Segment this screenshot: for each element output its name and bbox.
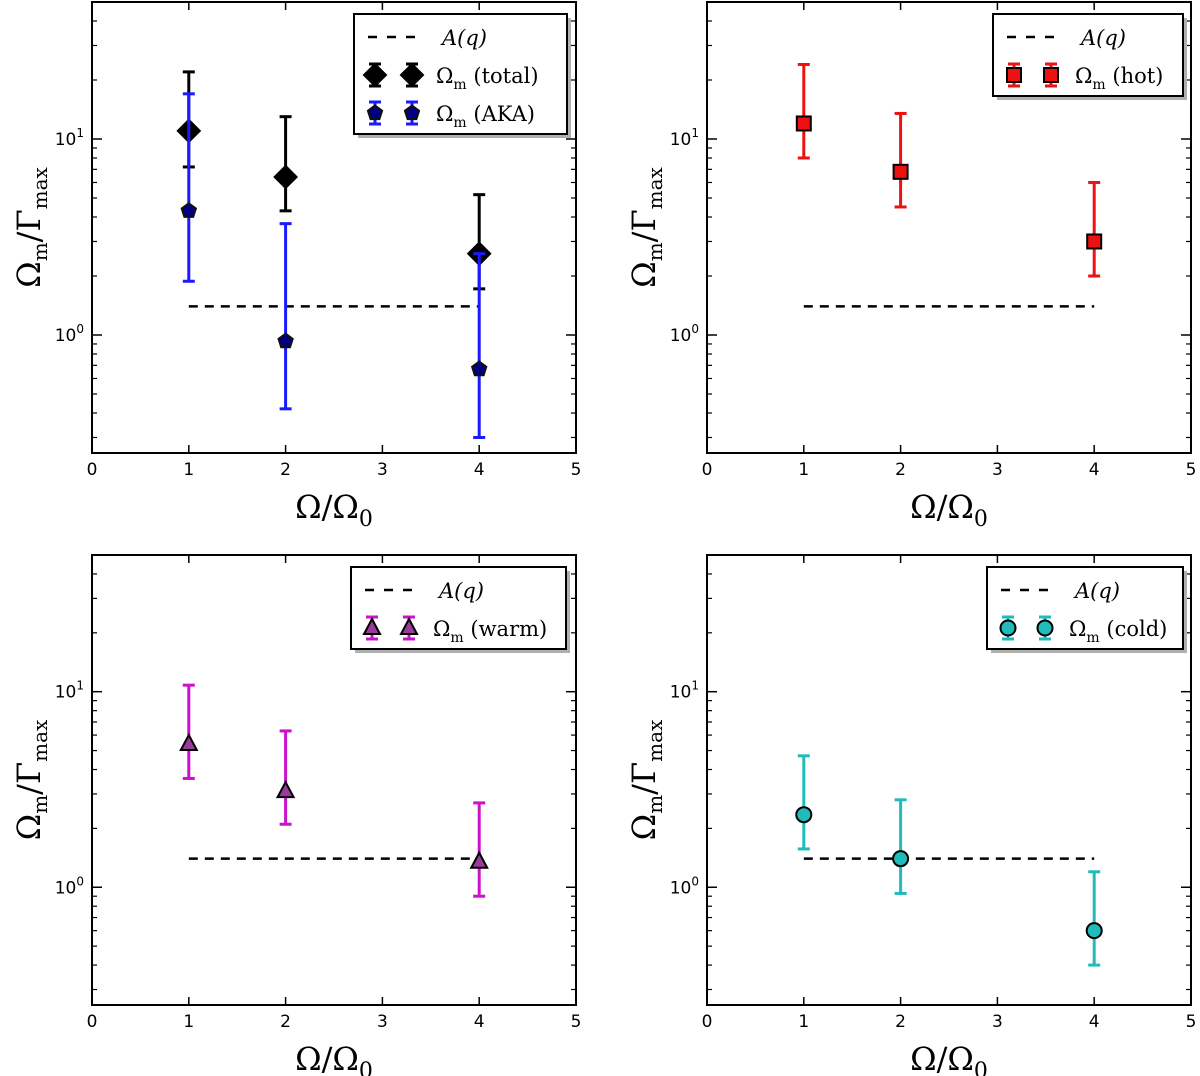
x-axis-label: Ω/Ω0 bbox=[295, 488, 373, 532]
legend-marker bbox=[399, 62, 425, 88]
x-tick-label: 4 bbox=[474, 1012, 485, 1032]
x-tick-label: 3 bbox=[992, 460, 1003, 480]
y-tick-label: 101 bbox=[55, 679, 84, 703]
legend-box bbox=[350, 566, 567, 650]
data-point bbox=[469, 850, 489, 869]
x-tick-label: 2 bbox=[895, 1012, 906, 1032]
legend-marker bbox=[403, 104, 421, 121]
plot-frame bbox=[91, 554, 577, 1006]
x-tick-label: 0 bbox=[87, 460, 98, 480]
x-axis-label: Ω/Ω0 bbox=[295, 1040, 373, 1076]
x-tick-label: 1 bbox=[798, 1012, 809, 1032]
y-tick-label: 101 bbox=[670, 679, 699, 703]
series-pentagon bbox=[180, 92, 488, 439]
x-tick-label: 3 bbox=[992, 1012, 1003, 1032]
x-tick-label: 2 bbox=[280, 460, 291, 480]
data-point bbox=[892, 163, 909, 180]
x-tick-label: 1 bbox=[183, 460, 194, 480]
legend: A(q) Ωm (cold) bbox=[986, 566, 1187, 653]
x-tick-label: 0 bbox=[702, 460, 713, 480]
series-triangle bbox=[179, 683, 489, 898]
x-tick-label: 4 bbox=[1089, 1012, 1100, 1032]
x-tick-label: 3 bbox=[377, 1012, 388, 1032]
legend-marker bbox=[1036, 619, 1054, 637]
data-point bbox=[795, 115, 812, 132]
y-tick-label: 100 bbox=[670, 874, 699, 898]
legend-label-aq: A(q) bbox=[440, 26, 487, 50]
data-point bbox=[795, 806, 813, 824]
y-tick-label: 100 bbox=[55, 874, 84, 898]
legend-marker bbox=[362, 616, 382, 635]
x-axis-label: Ω/Ω0 bbox=[910, 488, 988, 532]
x-axis-label: Ω/Ω0 bbox=[910, 1040, 988, 1076]
y-axis-label: Ωm/Γmax bbox=[625, 719, 667, 840]
x-tick-label: 2 bbox=[280, 1012, 291, 1032]
legend-marker bbox=[366, 104, 384, 121]
legend-label-aq: A(q) bbox=[437, 579, 484, 603]
series-circle bbox=[795, 754, 1103, 967]
legend-marker bbox=[362, 62, 388, 88]
legend-label: Ωm (AKA) bbox=[436, 102, 535, 131]
y-tick-label: 100 bbox=[670, 322, 699, 346]
x-tick-label: 2 bbox=[895, 460, 906, 480]
data-point bbox=[277, 332, 294, 349]
x-tick-label: 5 bbox=[1186, 460, 1197, 480]
x-tick-label: 0 bbox=[702, 1012, 713, 1032]
series-square bbox=[795, 62, 1103, 278]
data-point bbox=[275, 780, 296, 799]
legend-box bbox=[986, 566, 1184, 650]
legend-box bbox=[353, 13, 568, 135]
data-point bbox=[1085, 922, 1103, 940]
data-point bbox=[892, 850, 910, 868]
chart-panel-bottom-left: 0 1 2 3 4 5 100 101 Ω/Ω0 Ωm/Γmax A(q) Ωm (warm) bbox=[10, 554, 582, 1076]
legend-box bbox=[992, 13, 1184, 97]
y-axis-label: Ωm/Γmax bbox=[10, 719, 52, 840]
x-tick-label: 1 bbox=[798, 460, 809, 480]
chart-panel-top-right: 0 1 2 3 4 5 100 101 Ω/Ω0 Ωm/Γmax A(q) Ωm (hot) bbox=[625, 1, 1197, 532]
x-tick-label: 5 bbox=[571, 1012, 582, 1032]
plot-frame bbox=[91, 1, 577, 454]
legend-label: Ωm (hot) bbox=[1075, 64, 1163, 93]
data-point bbox=[180, 202, 198, 218]
x-tick-label: 4 bbox=[474, 460, 485, 480]
chart-panel-bottom-right: 0 1 2 3 4 5 100 101 Ω/Ω0 Ωm/Γmax A(q) Ωm (cold) bbox=[625, 554, 1197, 1076]
legend-marker bbox=[399, 616, 419, 635]
legend-label-aq: A(q) bbox=[1079, 26, 1126, 50]
plot-frame bbox=[706, 1, 1192, 454]
x-tick-label: 5 bbox=[571, 460, 582, 480]
legend-marker bbox=[1006, 67, 1022, 83]
data-point bbox=[470, 360, 488, 377]
x-tick-label: 1 bbox=[183, 1012, 194, 1032]
legend: A(q) Ωm (total) Ωm (AKA) bbox=[353, 13, 571, 138]
legend-marker bbox=[1043, 67, 1059, 83]
y-tick-label: 101 bbox=[670, 126, 699, 150]
data-point bbox=[179, 732, 199, 752]
chart-panel-top-left: 0 1 2 3 4 5 100 101 Ω/Ω0 Ωm/Γmax A(q) Ωm (total) Ωm … bbox=[10, 1, 582, 532]
y-axis-label: Ωm/Γmax bbox=[10, 166, 52, 287]
plot-frame bbox=[706, 554, 1192, 1006]
legend-marker bbox=[999, 619, 1017, 637]
legend: A(q) Ωm (hot) bbox=[992, 13, 1187, 100]
y-tick-label: 100 bbox=[55, 322, 84, 346]
x-tick-label: 0 bbox=[87, 1012, 98, 1032]
x-tick-label: 4 bbox=[1089, 460, 1100, 480]
legend: A(q) Ωm (warm) bbox=[350, 566, 570, 653]
y-axis-label: Ωm/Γmax bbox=[625, 166, 667, 287]
data-point bbox=[1086, 233, 1103, 250]
legend-label: Ωm (warm) bbox=[433, 617, 547, 646]
x-tick-label: 5 bbox=[1186, 1012, 1197, 1032]
legend-label: Ωm (cold) bbox=[1069, 617, 1167, 646]
legend-label: Ωm (total) bbox=[436, 64, 539, 93]
y-tick-label: 101 bbox=[55, 126, 84, 150]
data-point bbox=[273, 164, 299, 190]
x-tick-label: 3 bbox=[377, 460, 388, 480]
legend-label-aq: A(q) bbox=[1073, 579, 1120, 603]
